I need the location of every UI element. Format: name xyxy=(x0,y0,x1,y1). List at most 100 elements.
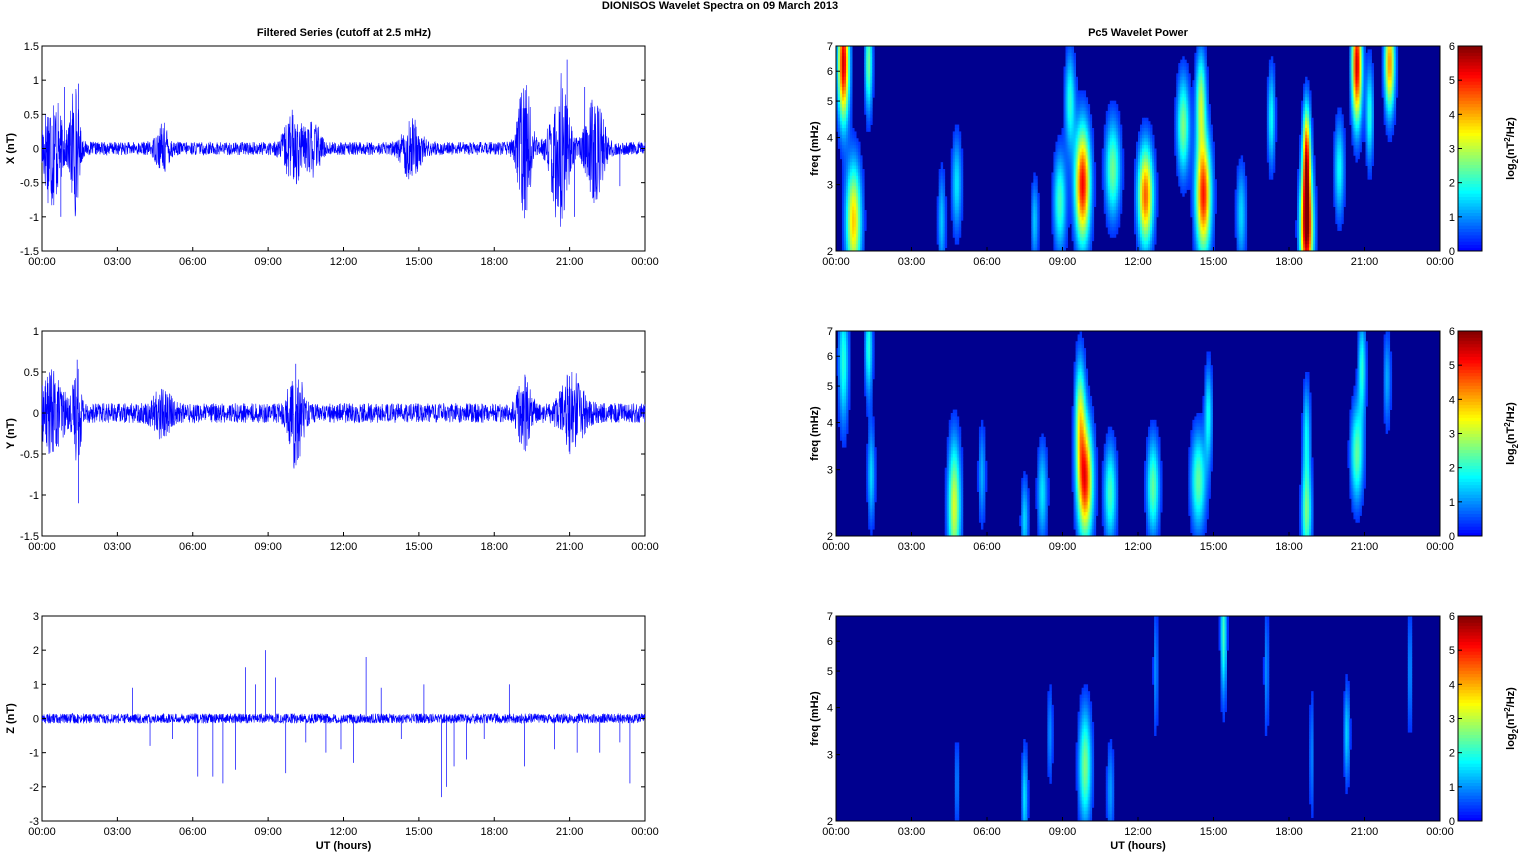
wavelet-x-cell xyxy=(942,175,946,180)
wavelet-x-cell xyxy=(1113,172,1117,177)
wavelet-x-cell xyxy=(950,169,954,173)
wavelet-x-cell xyxy=(1361,110,1364,115)
wavelet-x-cell xyxy=(958,216,962,221)
wavelet-x-cell xyxy=(1309,141,1312,146)
wavelet-x-cell xyxy=(1351,100,1354,105)
wavelet-x-cell xyxy=(1367,158,1370,163)
wavelet-x-cell xyxy=(1200,128,1203,132)
wavelet-x-cell xyxy=(1212,223,1215,228)
wavelet-x-cell xyxy=(1365,158,1368,163)
wavelet-x-cell xyxy=(846,110,849,115)
wavelet-x-cell xyxy=(1206,117,1209,122)
wavelet-x-cell xyxy=(1156,206,1159,211)
wavelet-x-cell xyxy=(1121,162,1125,166)
wavelet-x-cell xyxy=(1152,230,1155,235)
wavelet-x-cell xyxy=(1192,247,1195,252)
wavelet-x-cell xyxy=(1063,145,1066,149)
wavelet-x-cell xyxy=(1075,220,1078,225)
wavelet-x-cell xyxy=(1033,233,1036,238)
wavelet-x-cell xyxy=(1105,138,1109,143)
wavelet-x-cell xyxy=(856,175,859,180)
wavelet-x-cell xyxy=(1148,172,1151,177)
wavelet-x-cell xyxy=(856,199,859,204)
wavelet-x-cell xyxy=(1133,169,1137,173)
wavelet-x-cell xyxy=(846,59,849,64)
wavelet-x-cell xyxy=(1182,175,1185,180)
wavelet-x-cell xyxy=(840,138,843,143)
wavelet-x-cell xyxy=(1359,117,1362,122)
wavelet-x-cell xyxy=(1305,76,1308,81)
wavelet-x-cell xyxy=(1111,169,1115,173)
wavelet-x-cell xyxy=(1067,63,1070,67)
wavelet-x-cell xyxy=(1089,203,1093,207)
wavelet-x-cell xyxy=(854,233,857,238)
wavelet-x-cell xyxy=(1341,196,1344,201)
wavelet-x-cell xyxy=(1069,220,1072,225)
wavelet-x-cell xyxy=(1242,213,1246,218)
wavelet-x-cell xyxy=(1234,199,1238,204)
wavelet-x-cell xyxy=(1071,213,1074,218)
wavelet-x-cell xyxy=(1301,172,1304,177)
wavelet-x-cell xyxy=(1079,186,1083,190)
wavelet-x-cell xyxy=(1365,104,1368,108)
wavelet-x-cell xyxy=(1077,227,1081,231)
wavelet-x-cell xyxy=(1059,227,1062,231)
wavelet-x-cell xyxy=(1109,199,1113,204)
wavelet-x-cell xyxy=(1240,192,1244,197)
wavelet-x-cell xyxy=(1182,104,1185,108)
wavelet-x-cell xyxy=(1121,172,1125,177)
wavelet-x-cell xyxy=(956,186,960,190)
wavelet-x-cell xyxy=(1079,210,1083,214)
wavelet-x-cell xyxy=(1365,93,1368,98)
wavelet-x-cell xyxy=(1083,223,1087,228)
wavelet-x-cell xyxy=(1192,192,1195,197)
wavelet-x-cell xyxy=(1204,247,1207,252)
wavelet-x-cell xyxy=(1113,169,1117,173)
wavelet-x-cell xyxy=(958,145,962,149)
wavelet-x-cell xyxy=(1212,186,1215,190)
wavelet-x-cell xyxy=(842,247,845,252)
wavelet-x-cell xyxy=(1178,128,1181,132)
wavelet-x-cell xyxy=(1190,87,1193,91)
wavelet-x-cell xyxy=(1087,114,1091,119)
wavelet-x-cell xyxy=(1059,240,1062,245)
wavelet-x-cell xyxy=(1214,189,1217,194)
wavelet-x-cell xyxy=(1075,117,1078,122)
wavelet-x-cell xyxy=(1240,206,1244,211)
wavelet-x-cell xyxy=(1351,63,1354,67)
wavelet-x-cell xyxy=(1188,162,1191,166)
wavelet-x-cell xyxy=(1297,244,1300,248)
wavelet-x-cell xyxy=(1057,134,1060,139)
wavelet-x-cell xyxy=(1075,216,1078,221)
wavelet-x-cell xyxy=(1142,227,1145,231)
wavelet-x-cell xyxy=(1133,210,1137,214)
wavelet-x-cell xyxy=(1337,169,1340,173)
wavelet-x-cell xyxy=(1303,213,1306,218)
wavelet-x-cell xyxy=(1355,138,1358,143)
wavelet-x-cell xyxy=(1315,192,1318,197)
wavelet-x-cell xyxy=(1091,233,1095,238)
wavelet-x-cell xyxy=(1063,117,1066,122)
wavelet-x-cell xyxy=(1089,169,1093,173)
wavelet-x-cell xyxy=(1109,141,1113,146)
wavelet-x-cell xyxy=(1369,162,1372,166)
wavelet-x-cell xyxy=(1270,141,1274,146)
wavelet-x-cell xyxy=(1073,69,1076,74)
wavelet-x-cell xyxy=(1301,240,1304,245)
wavelet-x-cell xyxy=(1077,151,1081,156)
wavelet-x-cell xyxy=(1063,244,1066,248)
wavelet-x-cell xyxy=(1341,192,1344,197)
wavelet-x-cell xyxy=(1069,56,1072,61)
wavelet-x-cell xyxy=(1305,210,1308,214)
wavelet-x-cell xyxy=(1242,203,1246,207)
wavelet-x-cell xyxy=(1105,128,1109,132)
wavelet-x-cell xyxy=(870,56,873,61)
wavelet-x-cell xyxy=(846,121,849,125)
wavelet-x-cell xyxy=(1238,196,1242,201)
wavelet-x-cell xyxy=(1156,192,1159,197)
wavelet-x-cell xyxy=(844,93,847,98)
wavelet-x-cell xyxy=(1144,148,1147,153)
wavelet-x-cell xyxy=(1065,186,1068,190)
wavelet-x-cell xyxy=(1196,199,1199,204)
wavelet-x-cell xyxy=(1307,124,1310,129)
